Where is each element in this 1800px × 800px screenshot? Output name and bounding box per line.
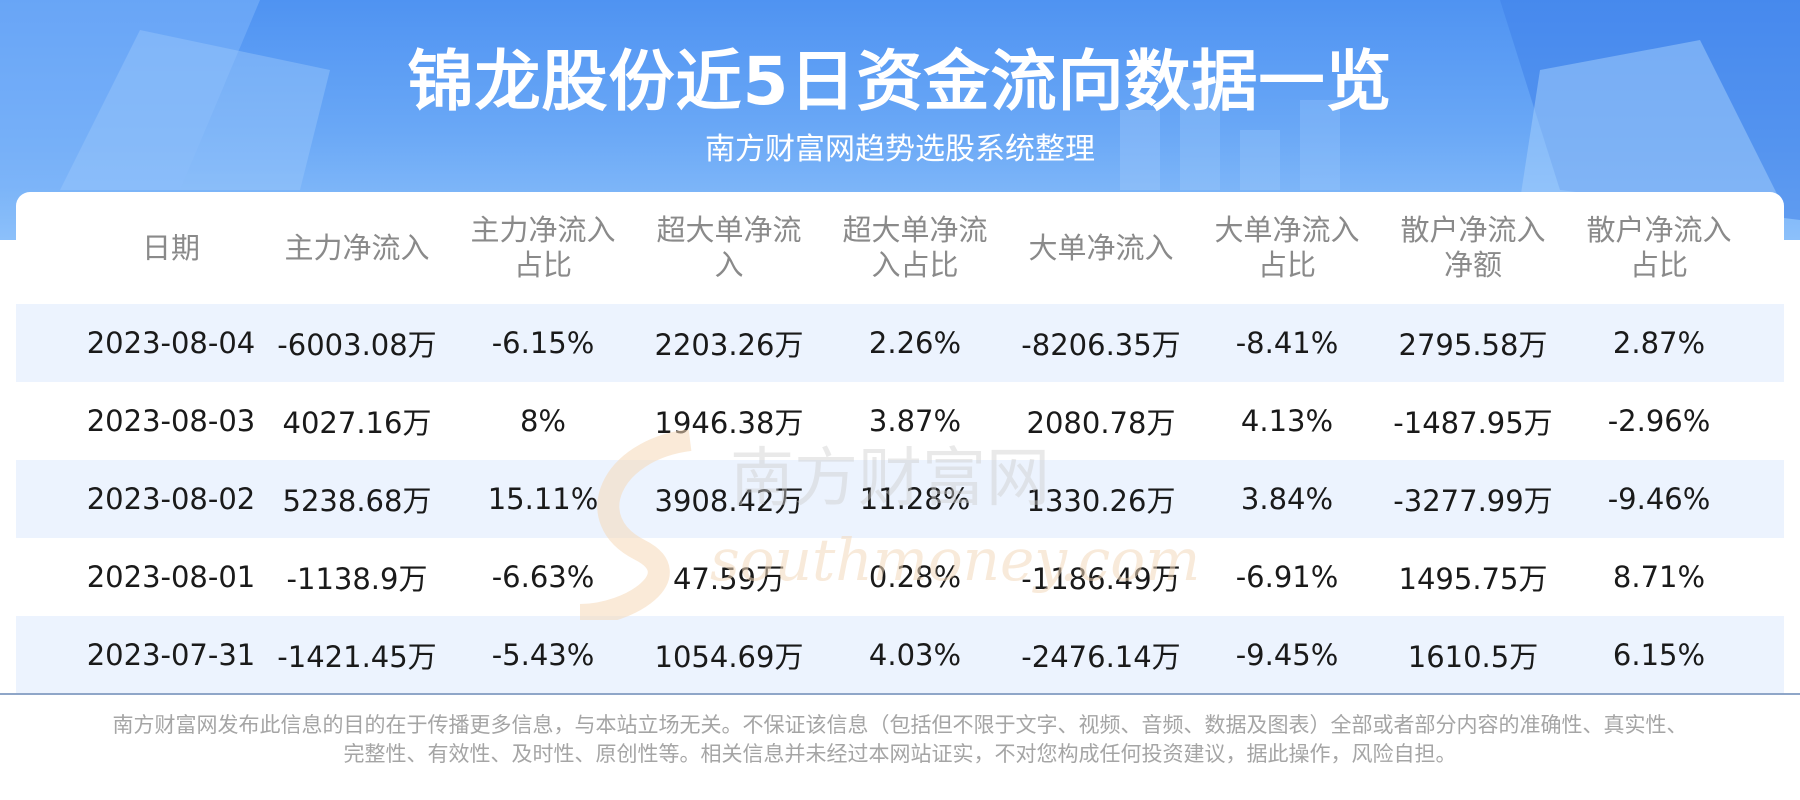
table-cell: -9.45% xyxy=(1235,638,1339,672)
table-cell: -6003.08万 xyxy=(277,328,437,362)
table-cell: 3.84% xyxy=(1240,482,1334,516)
header-decoration xyxy=(0,0,1800,220)
footer-divider xyxy=(0,693,1800,695)
table-cell: -8206.35万 xyxy=(1021,328,1181,362)
disclaimer: 南方财富网发布此信息的目的在于传播更多信息，与本站立场无关。不保证该信息（包括但… xyxy=(50,711,1750,769)
data-table: 日期 主力净流入 主力净流入 占比 超大单净流入 超大单净流 入占比 大单净流入 大… xyxy=(16,192,1784,712)
table-cell: 1610.5万 xyxy=(1407,640,1539,674)
table-cell: -8.41% xyxy=(1235,326,1339,360)
column-header: 大单净流入 xyxy=(1028,230,1174,265)
table-cell: -1487.95万 xyxy=(1393,406,1553,440)
footer: 南方财富网发布此信息的目的在于传播更多信息，与本站立场无关。不保证该信息（包括但… xyxy=(0,697,1800,800)
table-cell: 5238.68万 xyxy=(282,484,432,518)
page-subtitle: 南方财富网趋势选股系统整理 xyxy=(705,132,1095,167)
table-cell: 2795.58万 xyxy=(1398,328,1548,362)
table-header: 日期 主力净流入 主力净流入 占比 超大单净流入 超大单净流 入占比 大单净流入 大… xyxy=(16,192,1784,304)
column-header: 超大单净流入 xyxy=(656,213,802,282)
table-cell: 47.59万 xyxy=(672,562,786,596)
table-cell: -5.43% xyxy=(491,638,595,672)
table-cell: 2.87% xyxy=(1612,326,1706,360)
table-cell: -2.96% xyxy=(1607,404,1711,438)
table-cell: -3277.99万 xyxy=(1393,484,1553,518)
table-cell: 3.87% xyxy=(868,404,962,438)
table-cell: 1054.69万 xyxy=(654,640,804,674)
table-cell: -2476.14万 xyxy=(1021,640,1181,674)
disclaimer-line-1: 南方财富网发布此信息的目的在于传播更多信息，与本站立场无关。不保证该信息（包括但… xyxy=(112,713,1688,737)
table-row: 2023-08-02 5238.68万 15.11% 3908.42万 11.2… xyxy=(16,460,1784,538)
table-cell: -1186.49万 xyxy=(1021,562,1181,596)
table-cell: 1946.38万 xyxy=(654,406,804,440)
table-cell: 8.71% xyxy=(1612,560,1706,594)
table-cell: 8% xyxy=(519,404,566,438)
table-row: 2023-07-31 -1421.45万 -5.43% 1054.69万 4.0… xyxy=(16,616,1784,694)
page-title: 锦龙股份近5日资金流向数据一览 xyxy=(407,43,1393,120)
table-cell: 11.28% xyxy=(859,482,971,516)
table-cell: 2023-08-03 xyxy=(86,404,256,438)
table-cell: -1138.9万 xyxy=(286,562,428,596)
table-row: 2023-08-01 -1138.9万 -6.63% 47.59万 0.28% … xyxy=(16,538,1784,616)
table-cell: -6.15% xyxy=(491,326,595,360)
table-cell: 2080.78万 xyxy=(1026,406,1176,440)
column-header: 散户净流入 占比 xyxy=(1586,213,1732,282)
table-cell: 0.28% xyxy=(868,560,962,594)
table-cell: 2023-08-02 xyxy=(86,482,256,516)
table-cell: -6.91% xyxy=(1235,560,1339,594)
table-cell: -1421.45万 xyxy=(277,640,437,674)
table-cell: 15.11% xyxy=(487,482,599,516)
table-cell: 6.15% xyxy=(1612,638,1706,672)
column-header: 日期 xyxy=(141,230,200,265)
column-header: 主力净流入 占比 xyxy=(470,213,616,282)
table-cell: 2023-08-04 xyxy=(86,326,256,360)
column-header: 超大单净流 入占比 xyxy=(842,213,988,282)
table-cell: 4027.16万 xyxy=(282,406,432,440)
table-cell: -6.63% xyxy=(491,560,595,594)
table-cell: 4.13% xyxy=(1240,404,1334,438)
table-row: 2023-08-04 -6003.08万 -6.15% 2203.26万 2.2… xyxy=(16,304,1784,382)
column-header: 大单净流入 占比 xyxy=(1214,213,1360,282)
disclaimer-line-2: 完整性、有效性、及时性、原创性等。相关信息并未经过本网站证实，不对您构成任何投资… xyxy=(343,742,1457,766)
column-header: 散户净流入 净额 xyxy=(1400,213,1546,282)
table-cell: -9.46% xyxy=(1607,482,1711,516)
table-cell: 4.03% xyxy=(868,638,962,672)
table-cell: 1330.26万 xyxy=(1026,484,1176,518)
table-cell: 2203.26万 xyxy=(654,328,804,362)
table-cell: 3908.42万 xyxy=(654,484,804,518)
column-header: 主力净流入 xyxy=(284,230,430,265)
table-cell: 2023-08-01 xyxy=(86,560,256,594)
table-cell: 1495.75万 xyxy=(1398,562,1548,596)
table-row: 2023-08-03 4027.16万 8% 1946.38万 3.87% 20… xyxy=(16,382,1784,460)
table-cell: 2023-07-31 xyxy=(86,638,256,672)
table-cell: 2.26% xyxy=(868,326,962,360)
